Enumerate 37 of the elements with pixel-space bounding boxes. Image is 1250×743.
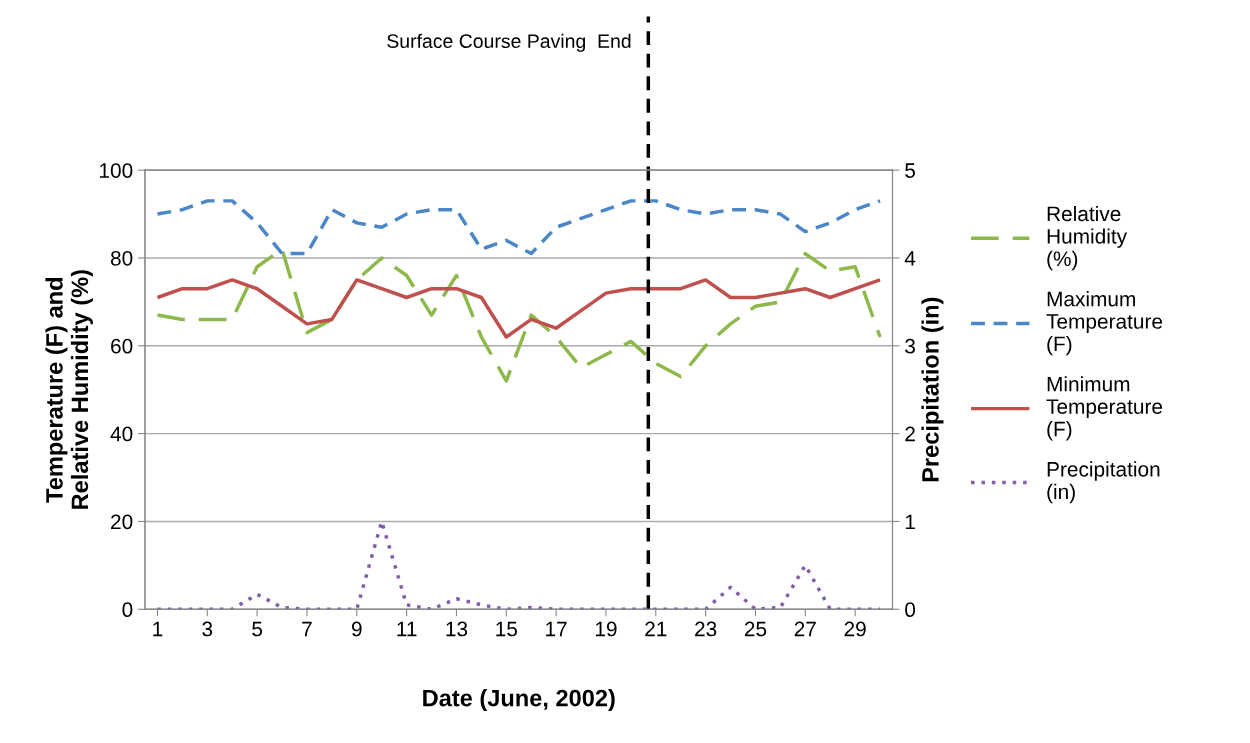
line-series [155, 278, 882, 339]
x-tick-label: 11 [397, 621, 417, 637]
x-tick-label: 15 [496, 621, 518, 637]
x-tick-label: 19 [595, 621, 617, 637]
y2-tick-label: 5 [905, 163, 916, 178]
x-tick-label: 27 [794, 621, 816, 637]
x-tick-label: 13 [446, 621, 468, 637]
ref-line-label: Surface Course Paving End [387, 33, 631, 52]
x-tick-label: 25 [744, 621, 767, 637]
x-tick-label: 7 [302, 621, 312, 637]
line-series [155, 199, 882, 256]
y2-tick-label: 0 [905, 602, 916, 618]
x-tick-label: 17 [546, 621, 567, 637]
legend-label: Precipitation (in) [1047, 461, 1160, 504]
y-tick-label: 100 [100, 163, 133, 178]
x-axis-title: Date (June, 2002) [423, 689, 615, 712]
x-tick-label: 9 [351, 621, 362, 637]
legend-label: Minimum Temperature (F) [1046, 376, 1163, 441]
legend-label: Maximum Temperature (F) [1046, 291, 1163, 356]
y-tick-label: 40 [110, 426, 133, 442]
y2-tick-label: 1 [905, 514, 915, 529]
x-tick-label: 21 [645, 621, 667, 637]
y2-tick-label: 2 [905, 426, 915, 442]
x-tick-label: 3 [202, 621, 213, 637]
y-tick-label: 0 [122, 602, 133, 618]
legend-label: Relative Humidity (%) [1047, 205, 1128, 271]
x-tick-label: 23 [695, 621, 717, 637]
x-tick-label: 29 [844, 621, 866, 637]
x-tick-label: 1 [153, 621, 163, 637]
y2-tick-label: 4 [904, 251, 916, 266]
y-tick-label: 80 [110, 250, 133, 266]
y-axis-title: Temperature (F) and Relative Humidity (%) [45, 270, 93, 509]
y2-axis-title: Precipitation (in) [921, 297, 944, 482]
y-tick-label: 60 [111, 338, 133, 354]
y-tick-label: 20 [111, 514, 133, 530]
x-tick-label: 5 [252, 621, 263, 637]
y2-tick-label: 3 [905, 338, 915, 354]
